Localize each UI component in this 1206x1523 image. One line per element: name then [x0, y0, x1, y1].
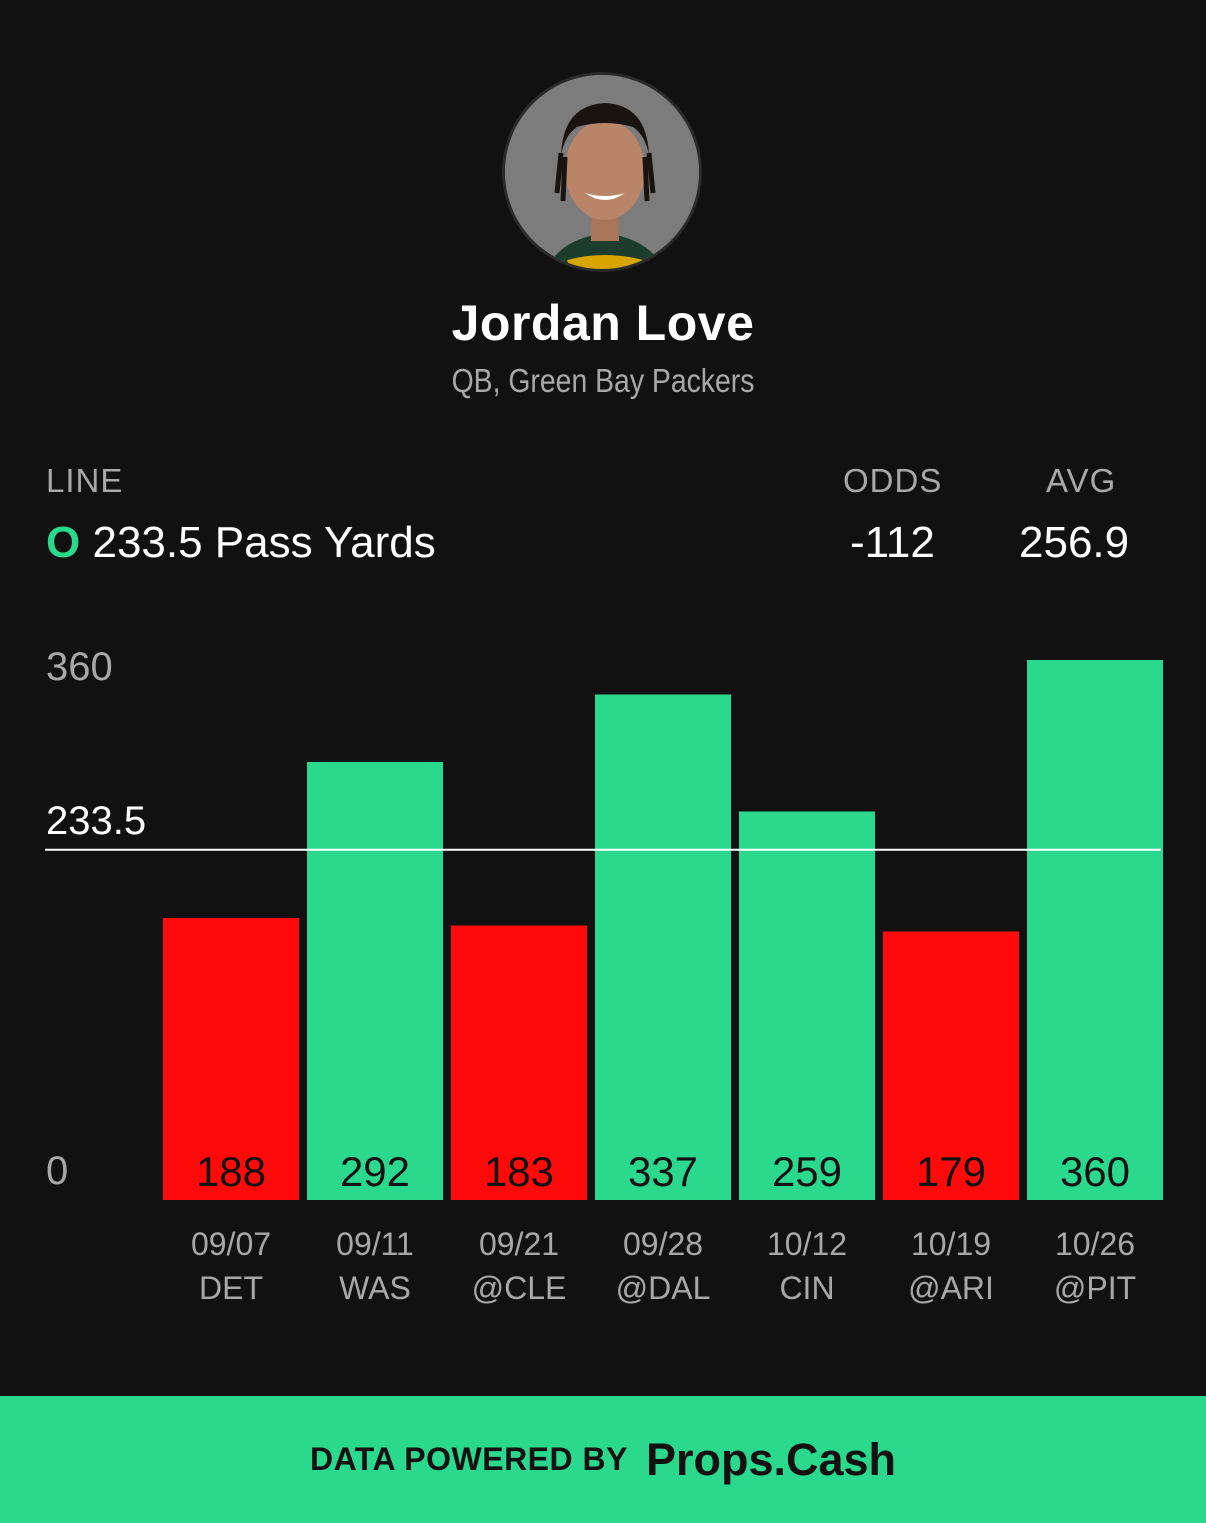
bar-value-label: 360	[1060, 1148, 1130, 1195]
line-value: 233.5 Pass Yards	[92, 518, 436, 567]
game-log-bar-chart: 360 0 188 09/07 DET 292 09/11 WAS 183 09/21 @CLE 33…	[45, 645, 1163, 1306]
line-header: LINE	[46, 462, 124, 499]
x-tick-date: 09/21	[479, 1226, 559, 1262]
player-avatar	[502, 72, 702, 272]
x-tick-opponent: @DAL	[616, 1270, 711, 1306]
x-tick-date: 09/07	[191, 1226, 271, 1262]
odds-header: ODDS	[843, 462, 943, 499]
x-tick-opponent: @CLE	[472, 1270, 567, 1306]
bar-value-label: 183	[484, 1148, 554, 1195]
x-tick-opponent: DET	[199, 1270, 263, 1306]
x-tick-opponent: CIN	[779, 1270, 834, 1306]
player-subtitle: QB, Green Bay Packers	[451, 362, 755, 399]
brand-logo-text: Props.Cash	[645, 1433, 897, 1485]
bar	[595, 694, 731, 1200]
bar	[739, 811, 875, 1200]
y-tick-label: 0	[46, 1149, 68, 1193]
bar-value-label: 292	[340, 1148, 410, 1195]
line-value-row: O 233.5 Pass Yards	[46, 518, 436, 568]
x-tick-date: 09/11	[336, 1226, 414, 1262]
footer-banner: DATA POWERED BY Props.Cash	[0, 1396, 1206, 1523]
odds-value: -112	[850, 518, 935, 567]
avg-header: AVG	[1046, 462, 1117, 499]
x-tick-date: 10/19	[911, 1226, 991, 1262]
bar	[307, 762, 443, 1200]
x-tick-opponent: WAS	[339, 1270, 411, 1306]
over-under-indicator: O	[46, 518, 81, 567]
x-tick-date: 09/28	[623, 1226, 703, 1262]
y-tick-label: 360	[46, 645, 113, 689]
x-tick-opponent: @PIT	[1054, 1270, 1136, 1306]
bar-value-label: 259	[772, 1148, 842, 1195]
x-tick-date: 10/12	[767, 1226, 847, 1262]
bar-value-label: 337	[628, 1148, 698, 1195]
x-tick-opponent: @ARI	[908, 1270, 994, 1306]
bar	[451, 925, 587, 1200]
player-name: Jordan Love	[451, 295, 755, 351]
x-tick-date: 10/26	[1055, 1226, 1135, 1262]
bar	[163, 918, 299, 1200]
player-photo-icon	[505, 75, 699, 269]
bar-value-label: 179	[916, 1148, 986, 1195]
avg-value: 256.9	[1019, 518, 1130, 567]
bar	[1027, 660, 1163, 1200]
prop-line-label: 233.5	[46, 799, 146, 843]
bar-value-label: 188	[196, 1148, 266, 1195]
powered-by-label: DATA POWERED BY	[309, 1441, 628, 1477]
bar	[883, 931, 1019, 1200]
